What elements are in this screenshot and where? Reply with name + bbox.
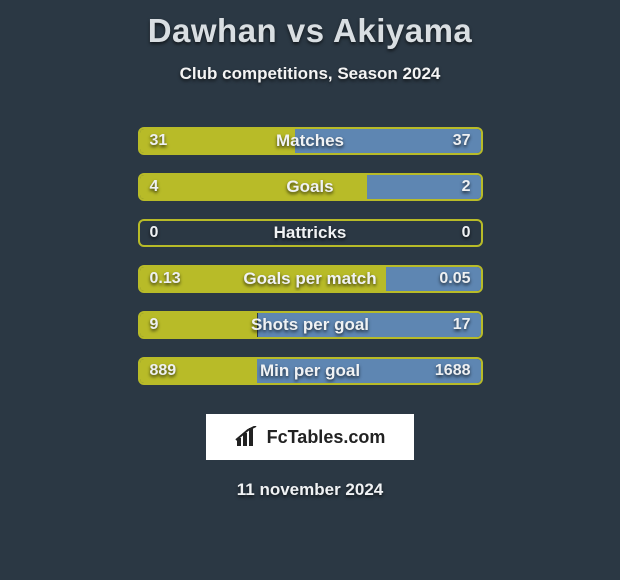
fctables-logo-text: FcTables.com <box>267 427 386 448</box>
stat-row: Matches3137 <box>18 118 602 164</box>
stat-row: Hattricks0 0 <box>18 210 602 256</box>
stat-row: Goals42 <box>18 164 602 210</box>
stat-bar: Min per goal8891688 <box>138 357 483 385</box>
stat-bar-left-fill <box>140 313 258 337</box>
stat-bar-right-fill <box>295 129 481 153</box>
stat-bar-right-fill <box>258 313 481 337</box>
stat-bar-left-fill <box>140 129 295 153</box>
stat-bar-left-fill <box>140 175 367 199</box>
fctables-logo: FcTables.com <box>206 414 414 460</box>
stat-bar: Shots per goal917 <box>138 311 483 339</box>
stat-bar-right-fill <box>367 175 481 199</box>
stat-label: Hattricks <box>140 221 481 245</box>
fctables-logo-icon <box>235 426 261 448</box>
stat-bar-right-fill <box>257 359 480 383</box>
stat-row: Min per goal8891688 <box>18 348 602 394</box>
stat-row: Goals per match0.130.05 <box>18 256 602 302</box>
page-title: Dawhan vs Akiyama <box>18 12 602 50</box>
stat-bar: Hattricks0 0 <box>138 219 483 247</box>
stat-bar-right-fill <box>386 267 481 291</box>
stat-bar-left-fill <box>140 359 258 383</box>
stat-value-left: 0 <box>150 221 159 245</box>
stat-bar: Goals per match0.130.05 <box>138 265 483 293</box>
stat-bar-left-fill <box>140 267 386 291</box>
stat-bar: Goals42 <box>138 173 483 201</box>
subtitle: Club competitions, Season 2024 <box>18 64 602 84</box>
stat-row: Shots per goal917 <box>18 302 602 348</box>
stats-chart: Matches3137 Goals42 Hattricks0 0 Goals per m… <box>18 118 602 394</box>
stat-bar: Matches3137 <box>138 127 483 155</box>
date-label: 11 november 2024 <box>18 480 602 500</box>
stat-value-right: 0 <box>462 221 471 245</box>
